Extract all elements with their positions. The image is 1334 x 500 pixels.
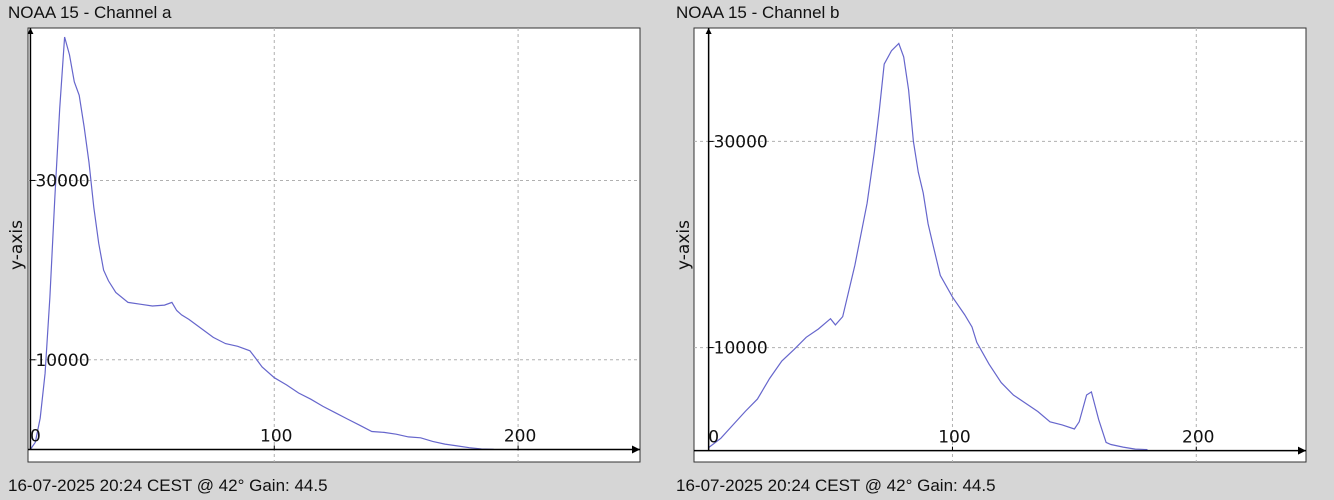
y-axis-title: y-axis: [674, 220, 694, 270]
chart-panel-channel-b: NOAA 15 - Channel b 0 100 200 10000 30000 y-a…: [667, 0, 1334, 500]
plot-area: [27, 27, 641, 463]
x-tick-label: 100: [938, 428, 970, 448]
chart-title: NOAA 15 - Channel a: [8, 3, 172, 22]
y-tick-label: 30000: [35, 171, 89, 191]
x-axis-arrow: [1298, 446, 1306, 455]
chart-panel-channel-a: NOAA 15 - Channel a 0 100 200 10000 30000 y-a…: [0, 0, 660, 500]
x-tick-label: 100: [260, 426, 292, 446]
data-series-line: [708, 42, 1148, 451]
x-tick-label: 200: [1182, 428, 1214, 448]
y-tick-label: 10000: [714, 339, 768, 359]
y-tick-label: 30000: [714, 132, 768, 152]
y-axis-title: y-axis: [7, 220, 27, 270]
x-tick-label: 0: [708, 428, 719, 448]
x-tick-label: 200: [504, 426, 536, 446]
chart-title: NOAA 15 - Channel b: [676, 3, 840, 22]
data-series-line: [29, 36, 494, 450]
plot-area: [693, 27, 1307, 463]
y-axis-arrow: [705, 28, 712, 34]
y-axis-arrow: [27, 28, 34, 34]
chart-footer: 16-07-2025 20:24 CEST @ 42° Gain: 44.5: [676, 476, 996, 495]
x-axis-arrow: [632, 445, 640, 454]
line-chart-channel-a: 0 100 200 10000 30000 y-axis: [7, 27, 641, 463]
y-tick-label: 10000: [35, 351, 89, 371]
line-chart-channel-b: 0 100 200 10000 30000 y-axis: [674, 27, 1307, 463]
x-tick-label: 0: [30, 426, 41, 446]
chart-footer: 16-07-2025 20:24 CEST @ 42° Gain: 44.5: [8, 476, 328, 495]
